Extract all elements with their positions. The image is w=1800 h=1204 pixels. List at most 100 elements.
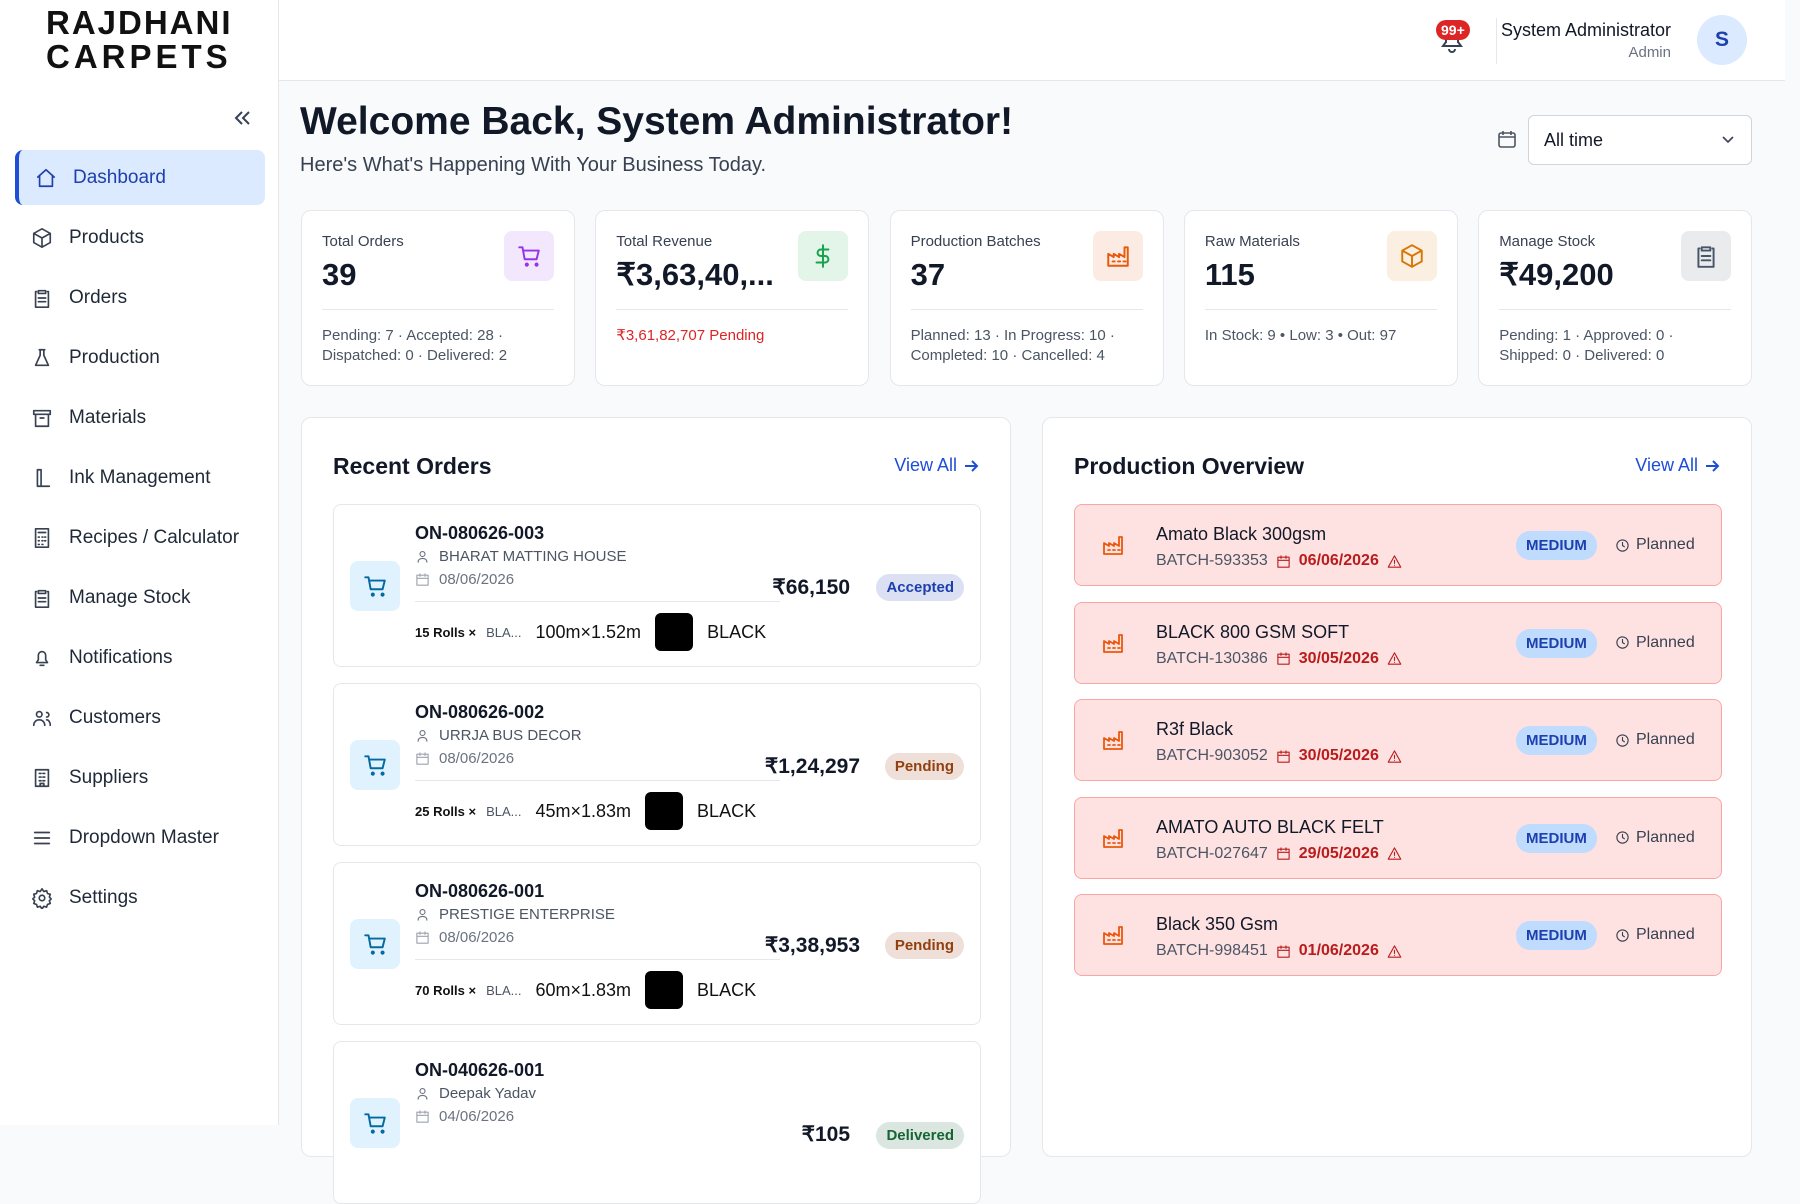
batch-icon: [1101, 533, 1125, 562]
clock-icon: [1616, 928, 1629, 942]
order-card[interactable]: ON-080626-001 PRESTIGE ENTERPRISE 08/06/20…: [333, 862, 981, 1025]
stat-details: In Stock: 9 • Low: 3 • Out: 97: [1204, 327, 1397, 344]
calendar-icon: [1277, 847, 1290, 860]
nav-item[interactable]: Manage Stock: [15, 570, 265, 625]
nav-label: Notifications: [69, 646, 173, 668]
order-customer: BHARAT MATTING HOUSE: [415, 548, 627, 565]
welcome-subtitle: Here's What's Happening With Your Busine…: [300, 154, 767, 176]
batch-date: 01/06/2026: [1298, 942, 1379, 959]
nav-item[interactable]: Orders: [15, 270, 265, 325]
view-all-link[interactable]: View All: [894, 455, 979, 476]
material: BLA...: [486, 982, 522, 998]
calendar-icon: [416, 573, 429, 586]
nav-label: Dropdown Master: [69, 826, 219, 848]
batch-meta: BATCH-998451 01/06/2026: [1156, 942, 1402, 960]
order-id: ON-080626-003: [415, 523, 545, 543]
collapse-button[interactable]: [230, 106, 254, 130]
nav-item[interactable]: Suppliers: [15, 750, 265, 805]
nav-item[interactable]: Recipes / Calculator: [15, 510, 265, 565]
batch-status: Planned: [1615, 829, 1695, 847]
recent-orders-panel: Recent Orders View All ON-080626-003 BHAR…: [301, 417, 1011, 1204]
order-date: 08/06/2026: [415, 571, 514, 588]
batch-id: BATCH-027647: [1156, 844, 1268, 862]
nav-icon: [32, 409, 52, 427]
order-id: ON-080626-002: [415, 702, 545, 722]
arrow: [1706, 459, 1720, 472]
avatar[interactable]: S: [1697, 15, 1747, 65]
stat-value: 39: [322, 257, 357, 292]
stat-details: Pending: 7 · Accepted: 28 · Dispatched: …: [322, 327, 508, 364]
date: 08/06/2026: [439, 750, 515, 767]
nav-item[interactable]: Dropdown Master: [15, 810, 265, 865]
batch-id: BATCH-903052: [1156, 747, 1268, 764]
stat-icon-glyph: [815, 244, 830, 268]
nav-item[interactable]: Materials: [15, 390, 265, 445]
order-date: 04/06/2026: [415, 1108, 514, 1125]
calendar-icon: [416, 931, 429, 944]
nav-label: Customers: [69, 706, 161, 728]
batch-card[interactable]: Black 350 Gsm BATCH-998451 01/06/2026 MEDIU…: [1074, 894, 1722, 976]
order-card[interactable]: ON-080626-003 BHARAT MATTING HOUSE 08/06/2…: [333, 504, 981, 667]
order-amount: ₹1,24,297: [764, 755, 860, 778]
divider: [415, 959, 780, 960]
order-card[interactable]: ON-040626-001 Deepak Yadav 04/06/2026 ₹105 D…: [333, 1041, 981, 1204]
batch-meta: BATCH-130386 30/05/2026: [1156, 650, 1402, 668]
nav-label: Production: [69, 346, 160, 368]
nav-item[interactable]: Ink Management: [15, 450, 265, 505]
stat-details: Pending: 1 · Approved: 0 · Shipped: 0 · …: [1499, 327, 1674, 364]
nav-item[interactable]: Notifications: [15, 630, 265, 685]
arrow: [965, 459, 979, 472]
nav-icon: [36, 168, 56, 187]
batch-name: Black 350 Gsm: [1156, 914, 1279, 934]
priority-badge: MEDIUM: [1516, 628, 1597, 658]
calendar-icon: [1498, 131, 1516, 148]
user-name: System Administrator: [1500, 20, 1671, 40]
size: 60m×1.83m: [535, 979, 632, 1000]
nav-item[interactable]: Customers: [15, 690, 265, 745]
batch-card[interactable]: Amato Black 300gsm BATCH-593353 06/06/2026…: [1074, 504, 1722, 586]
date: 08/06/2026: [439, 929, 515, 946]
rolls: 15 Rolls ×: [415, 624, 477, 640]
nav-label: Ink Management: [69, 466, 211, 488]
status: Planned: [1636, 926, 1695, 943]
batch-id: BATCH-130386: [1156, 649, 1268, 667]
nav-label: Products: [69, 226, 144, 248]
view-all-link[interactable]: View All: [1635, 455, 1720, 476]
nav-item[interactable]: Production: [15, 330, 265, 385]
order-product: 15 Rolls × BLA... 100m×1.52m BLACK: [415, 613, 766, 651]
order-customer: Deepak Yadav: [415, 1085, 536, 1102]
batch-icon: [1101, 923, 1125, 952]
color-name: BLACK: [697, 800, 757, 821]
stat-label: Total Orders: [322, 233, 404, 250]
nav-item[interactable]: Products: [15, 210, 265, 265]
customer-name: URRJA BUS DECOR: [439, 727, 582, 744]
material: BLA...: [486, 624, 522, 640]
nav-label: Suppliers: [69, 766, 149, 788]
nav-item[interactable]: Dashboard: [15, 150, 265, 205]
clock-icon: [1616, 538, 1629, 552]
batch-card[interactable]: R3f Black BATCH-903052 30/05/2026 MEDIUM Pla…: [1074, 699, 1722, 781]
factory-icon: [1103, 536, 1123, 555]
batch-status: Planned: [1615, 731, 1695, 749]
size: 45m×1.83m: [535, 800, 632, 821]
factory-icon: [1103, 633, 1123, 653]
date-filter[interactable]: All time: [1528, 115, 1752, 165]
calendar-icon: [1277, 944, 1290, 958]
nav-icon: [34, 289, 50, 308]
order-card[interactable]: ON-080626-002 URRJA BUS DECOR 08/06/2026 ₹1…: [333, 683, 981, 846]
order-icon: [350, 740, 400, 790]
batch-card[interactable]: AMATO AUTO BLACK FELT BATCH-027647 29/05/2…: [1074, 796, 1722, 879]
nav-item[interactable]: Settings: [15, 870, 265, 925]
batch-card[interactable]: BLACK 800 GSM SOFT BATCH-130386 30/05/2026…: [1074, 601, 1722, 684]
rolls: 70 Rolls ×: [415, 982, 477, 998]
customer-name: Deepak Yadav: [439, 1085, 537, 1102]
divider: [1204, 309, 1437, 310]
stat-value: 37: [910, 257, 946, 292]
stat-icon-glyph: [518, 246, 540, 267]
date: 08/06/2026: [439, 571, 515, 588]
warning-icon: [1387, 652, 1402, 665]
batch-date: 06/06/2026: [1298, 552, 1379, 569]
stat-value: ₹49,200: [1499, 257, 1614, 292]
stat-card: Total Orders 39 Pending: 7 · Accepted: 28 …: [301, 210, 575, 386]
brand-line: RAJDHANI: [46, 4, 233, 41]
